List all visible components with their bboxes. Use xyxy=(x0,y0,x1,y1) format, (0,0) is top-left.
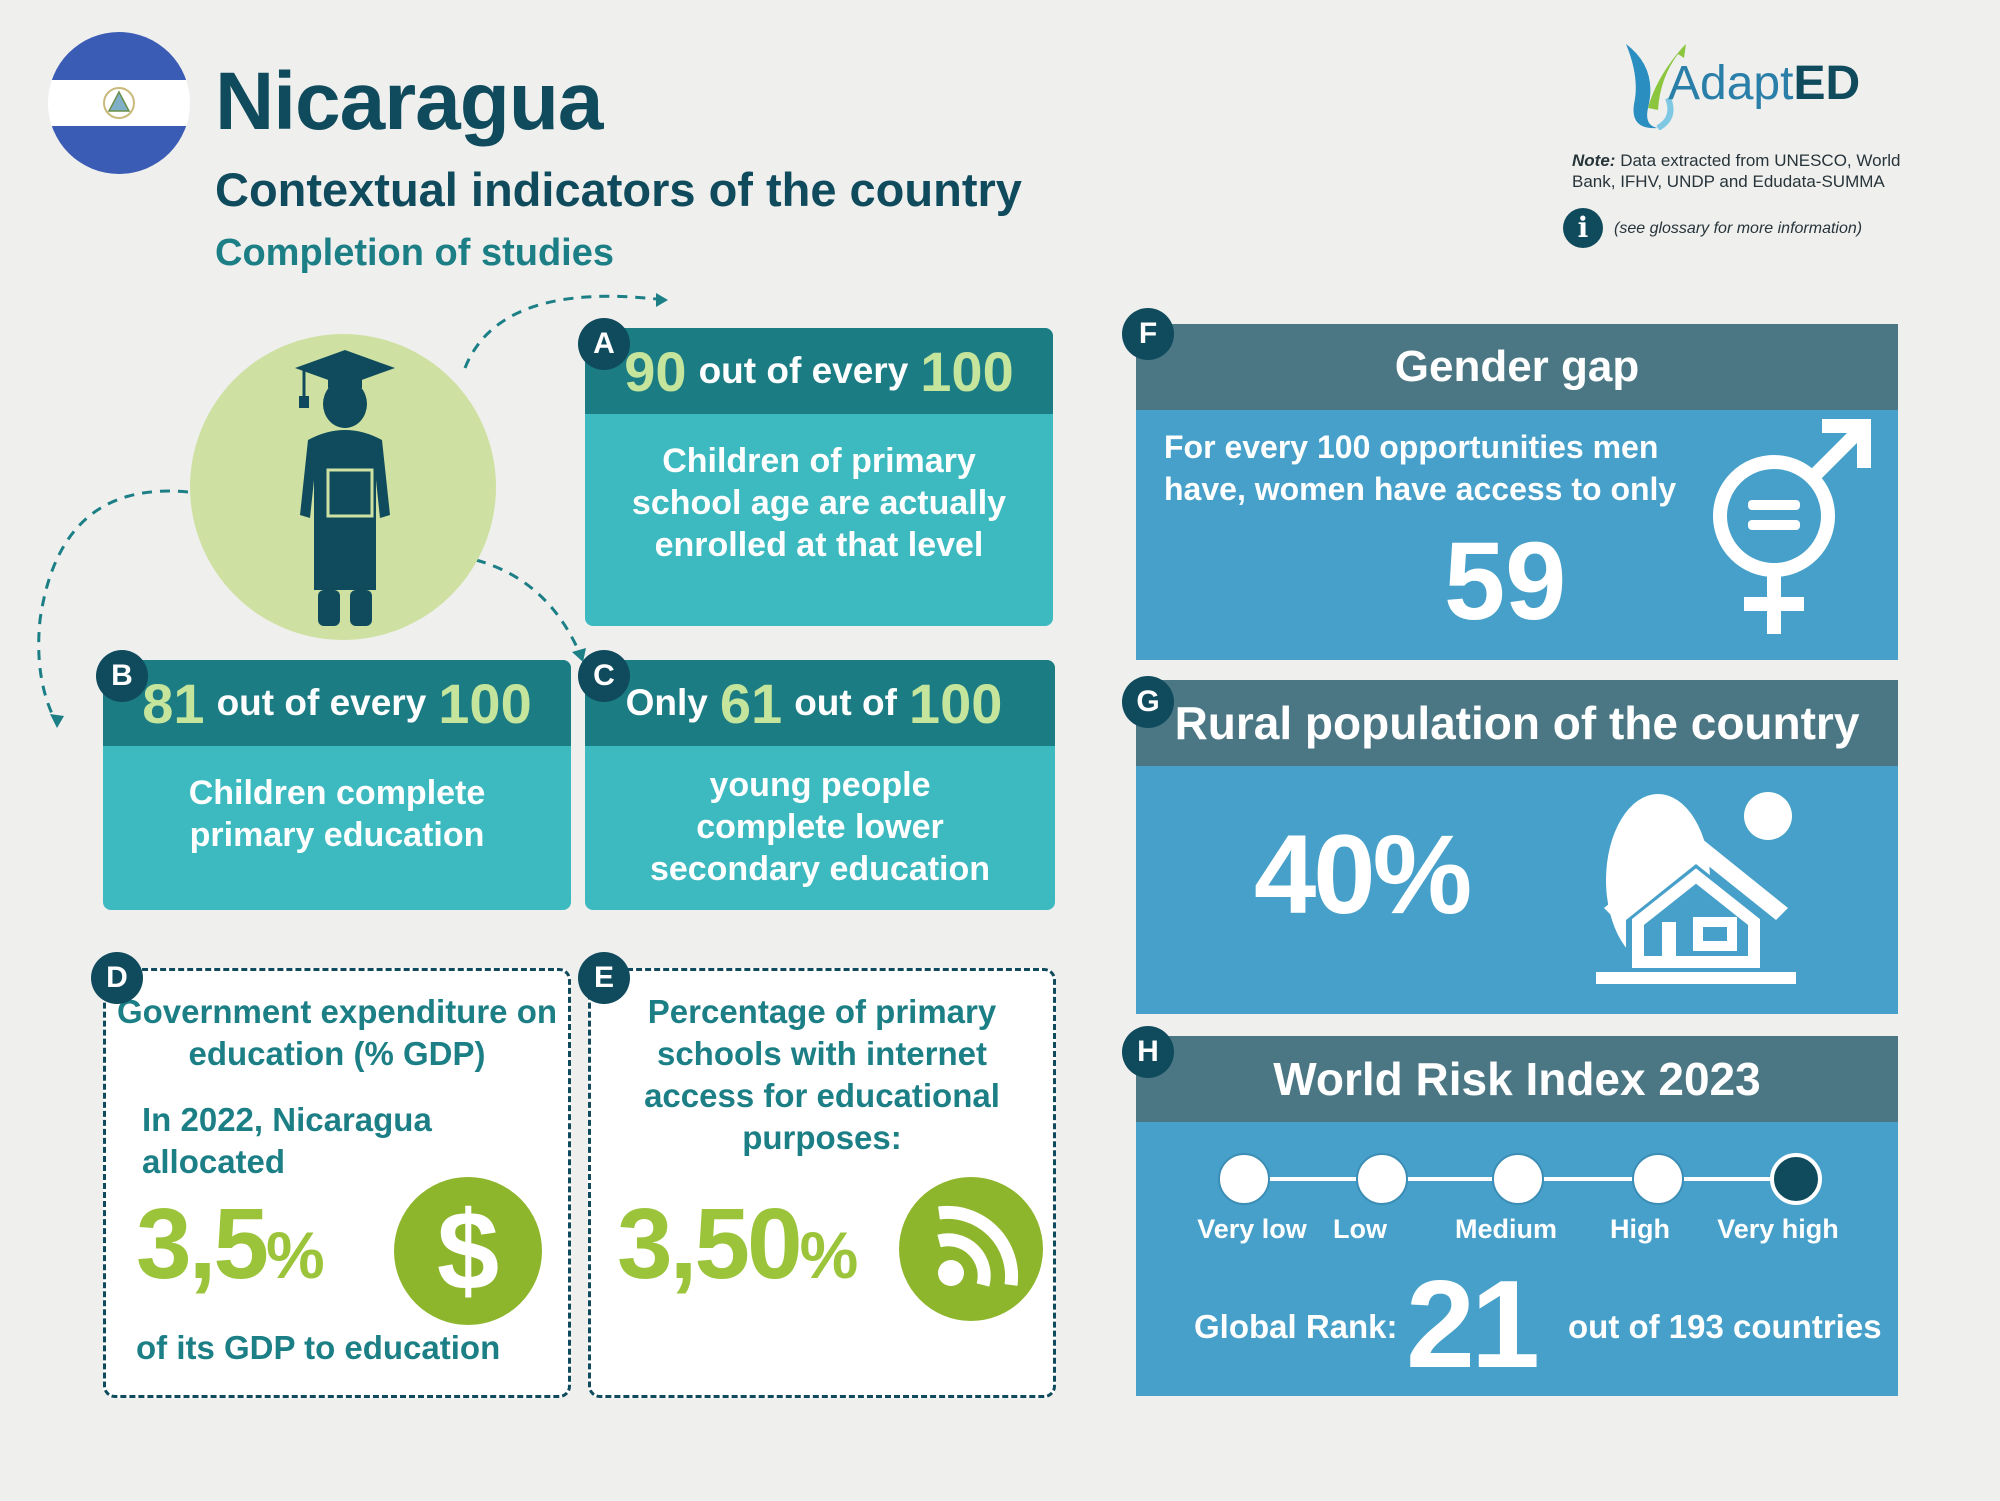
risk-rank-value: 21 xyxy=(1406,1256,1540,1394)
card-b-total: 100 xyxy=(438,671,532,735)
risk-rank-label: Global Rank: xyxy=(1194,1308,1398,1345)
risk-panel: World Risk Index 2023 Very low Low Medium H… xyxy=(1136,1036,1898,1396)
page-title: Nicaragua xyxy=(215,56,604,147)
gender-gap-text: For every 100 opportunities men have, wo… xyxy=(1164,429,1677,507)
badge-g: G xyxy=(1122,676,1174,728)
risk-level-label-very-high: Very high xyxy=(1717,1214,1839,1244)
nicaragua-flag xyxy=(48,32,190,174)
badge-e: E xyxy=(578,952,630,1004)
card-a-text: Children of primary school age are actua… xyxy=(631,442,1007,564)
card-c-value: 61 xyxy=(719,671,783,735)
coat-of-arms-icon xyxy=(103,87,135,119)
card-a-total: 100 xyxy=(920,339,1014,403)
risk-level-label-very-low: Very low xyxy=(1197,1214,1307,1244)
rural-panel: Rural population of the country 40% xyxy=(1136,680,1898,1014)
internet-box: Percentage of primary schools with inter… xyxy=(588,968,1056,1398)
card-b-mid: out of every xyxy=(216,682,427,723)
card-b-value: 81 xyxy=(142,671,205,735)
page-subtitle: Contextual indicators of the country xyxy=(215,163,1022,216)
info-icon[interactable]: i xyxy=(1563,208,1603,248)
expenditure-intro: In 2022, Nicaragua allocated xyxy=(142,1101,432,1180)
rural-value: 40% xyxy=(1254,812,1472,937)
badge-f: F xyxy=(1122,308,1174,360)
risk-level-label-high: High xyxy=(1610,1214,1670,1244)
gender-gap-panel: Gender gap For every 100 opportunities m… xyxy=(1136,324,1898,660)
risk-level-dot-very-high xyxy=(1770,1153,1822,1205)
internet-value: 3,50% xyxy=(617,1188,858,1300)
svg-text:$: $ xyxy=(437,1188,499,1313)
expenditure-outro: of its GDP to education xyxy=(136,1329,501,1366)
graduate-icon xyxy=(295,350,395,626)
risk-level-dot-medium xyxy=(1492,1153,1544,1205)
expenditure-title: Government expenditure on education (% G… xyxy=(116,993,558,1072)
flow-arrows xyxy=(37,293,668,728)
card-a-header: 90 out of every 100 xyxy=(585,328,1053,414)
expenditure-value: 3,5% xyxy=(136,1188,325,1300)
card-c-header: Only 61 out of 100 xyxy=(585,660,1055,746)
gender-gap-value: 59 xyxy=(1444,520,1567,643)
risk-title: World Risk Index 2023 xyxy=(1136,1036,1898,1122)
glossary-hint: (see glossary for more information) xyxy=(1614,220,1863,237)
expenditure-box: Government expenditure on education (% G… xyxy=(103,968,571,1398)
gender-equality-icon xyxy=(1713,419,1871,634)
risk-rank-suffix: out of 193 countries xyxy=(1568,1308,1882,1345)
note-label: Note: xyxy=(1572,151,1616,170)
rural-house-icon xyxy=(1596,792,1796,984)
logo-text: AdaptED xyxy=(1668,57,1861,110)
card-enrolment: 90 out of every 100 Children of primary … xyxy=(585,328,1053,626)
risk-level-dot-low xyxy=(1356,1153,1408,1205)
badge-a: A xyxy=(578,318,630,370)
risk-level-dot-very-low xyxy=(1218,1153,1270,1205)
wifi-icon xyxy=(899,1177,1043,1321)
risk-level-dot-high xyxy=(1632,1153,1684,1205)
card-secondary-completion: Only 61 out of 100 young people complete… xyxy=(585,660,1055,910)
section-title: Completion of studies xyxy=(215,232,614,274)
card-a-value: 90 xyxy=(624,339,687,403)
card-primary-completion: 81 out of every 100 Children complete pr… xyxy=(103,660,571,910)
badge-b: B xyxy=(96,650,148,702)
adapted-logo-icon xyxy=(1626,44,1686,130)
badge-d: D xyxy=(91,952,143,1004)
risk-level-label-low: Low xyxy=(1333,1214,1387,1244)
rural-title: Rural population of the country xyxy=(1136,680,1898,766)
card-a-mid: out of every xyxy=(698,350,909,391)
badge-c: C xyxy=(578,650,630,702)
risk-level-label-medium: Medium xyxy=(1454,1214,1557,1244)
badge-h: H xyxy=(1122,1026,1174,1078)
dollar-icon: $ xyxy=(394,1177,542,1325)
card-c-prefix: Only xyxy=(625,682,708,723)
card-c-total: 100 xyxy=(908,671,1003,735)
card-c-text: young people complete lower secondary ed… xyxy=(649,766,991,888)
note-text: Data extracted from UNESCO, World Bank, … xyxy=(1572,151,1901,191)
card-c-mid: out of xyxy=(794,682,897,723)
internet-title: Percentage of primary schools with inter… xyxy=(644,993,1000,1156)
gender-gap-title: Gender gap xyxy=(1136,324,1898,410)
source-note: Note: Data extracted from UNESCO, World … xyxy=(1572,150,1932,192)
card-b-header: 81 out of every 100 xyxy=(103,660,571,746)
card-b-text: Children complete primary education xyxy=(188,774,486,854)
